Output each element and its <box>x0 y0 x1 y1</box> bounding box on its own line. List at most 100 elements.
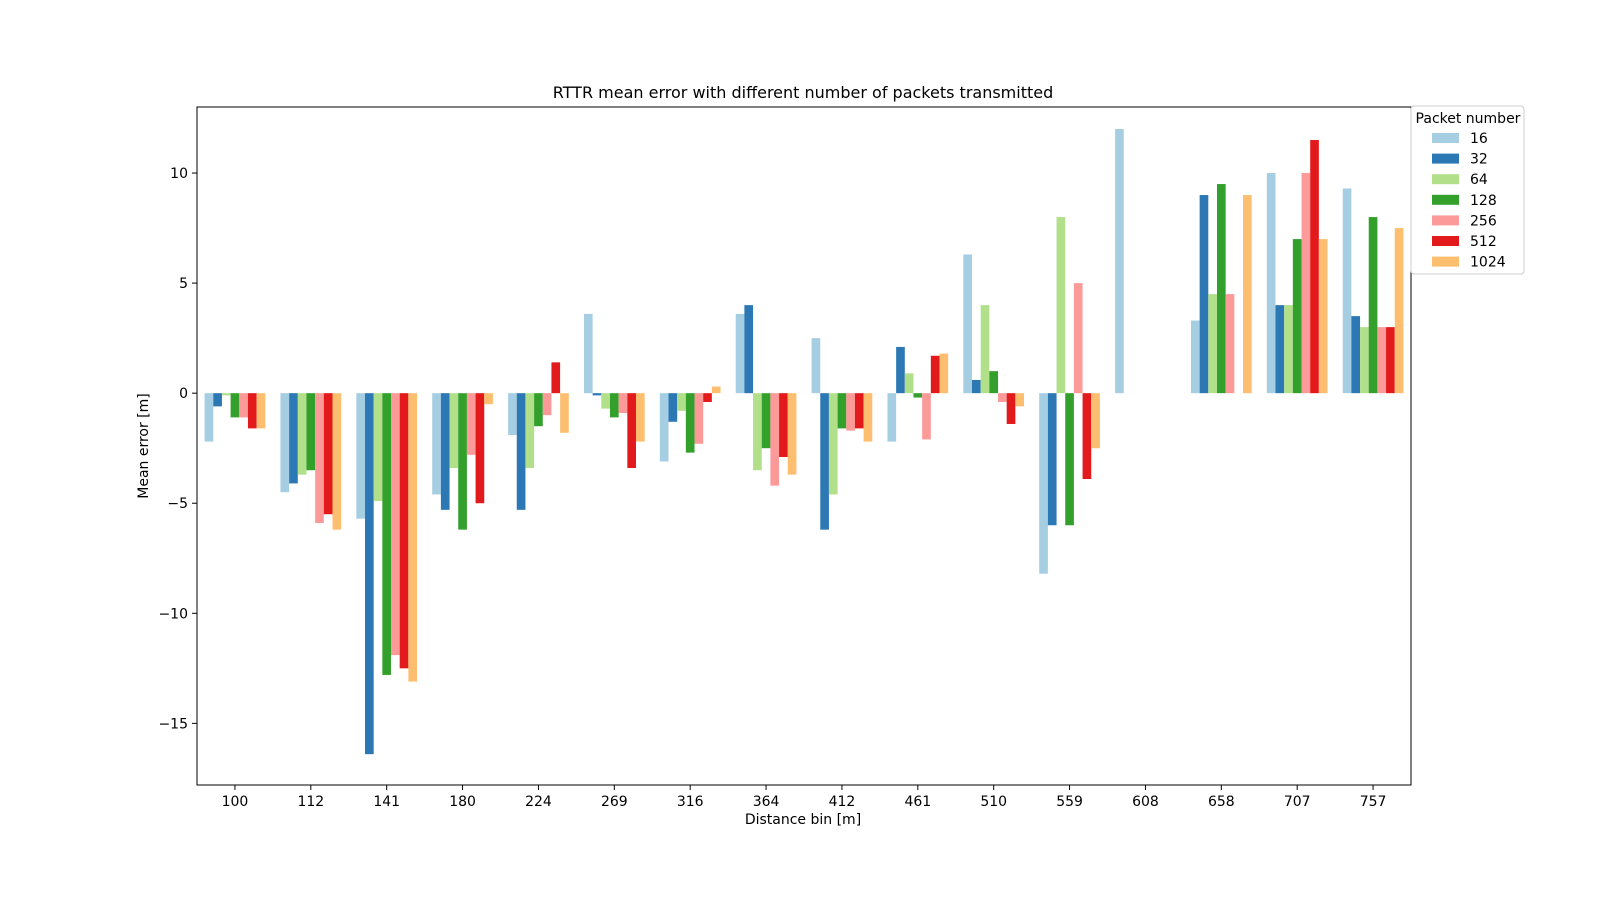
bar-412-128 <box>837 393 847 429</box>
bar-510-256 <box>998 393 1007 402</box>
bar-269-64 <box>601 393 610 409</box>
bar-112-1024 <box>332 393 342 530</box>
x-tick-label: 141 <box>373 794 400 810</box>
bar-141-64 <box>373 393 383 502</box>
bar-707-512 <box>1310 140 1319 394</box>
bar-707-16 <box>1266 173 1276 394</box>
bar-757-16 <box>1342 188 1352 394</box>
bar-412-512 <box>854 393 864 429</box>
y-tick-label: 10 <box>170 166 188 182</box>
legend-label: 1024 <box>1470 255 1506 271</box>
legend-items: 16 32 64 128 256 512 1024 <box>1432 131 1506 271</box>
bar-224-64 <box>525 393 535 469</box>
bar-412-16 <box>811 338 821 394</box>
legend-label: 32 <box>1470 152 1488 168</box>
bars-group <box>204 129 1404 755</box>
bar-224-16 <box>508 393 517 435</box>
bar-180-256 <box>466 393 476 455</box>
y-tick-label: 0 <box>179 386 188 402</box>
bar-461-256 <box>922 393 931 440</box>
bar-100-32 <box>213 393 222 407</box>
bar-224-32 <box>516 393 526 510</box>
bar-100-64 <box>221 393 231 396</box>
bar-100-1024 <box>256 393 266 429</box>
legend: Packet number 16 32 64 128 256 512 1024 <box>1410 105 1525 275</box>
legend-swatch <box>1432 215 1459 226</box>
bar-461-16 <box>887 393 897 442</box>
bar-658-256 <box>1225 294 1235 394</box>
y-tick-label: 5 <box>179 276 188 292</box>
bar-316-128 <box>685 393 695 453</box>
bar-316-32 <box>668 393 678 422</box>
bar-510-16 <box>963 254 973 394</box>
y-tick-label: −15 <box>158 716 188 732</box>
legend-label: 256 <box>1470 213 1497 229</box>
legend-label: 64 <box>1470 172 1488 188</box>
bar-141-256 <box>391 393 400 656</box>
bar-141-16 <box>356 393 366 519</box>
bar-141-1024 <box>408 393 418 682</box>
x-tick-label: 510 <box>980 794 1007 810</box>
bar-112-256 <box>315 393 324 524</box>
x-tick-label: 180 <box>449 794 476 810</box>
bar-112-64 <box>297 393 307 475</box>
legend-frame <box>1410 105 1525 275</box>
bar-510-512 <box>1006 393 1016 424</box>
bar-559-512 <box>1082 393 1092 480</box>
x-tick-label: 112 <box>297 794 324 810</box>
bar-269-128 <box>609 393 619 418</box>
bar-364-256 <box>770 393 780 486</box>
bar-510-128 <box>989 371 999 394</box>
bar-461-32 <box>896 346 905 394</box>
y-axis-ticks: −15 −10 −5 0 5 10 <box>158 166 197 732</box>
x-tick-label: 757 <box>1360 794 1387 810</box>
bar-100-256 <box>239 393 248 418</box>
chart-title: RTTR mean error with different number of… <box>553 83 1054 102</box>
bar-112-16 <box>280 393 290 493</box>
bar-658-16 <box>1190 320 1200 394</box>
bar-269-512 <box>627 393 636 469</box>
bar-112-128 <box>306 393 316 471</box>
bar-100-128 <box>230 393 240 418</box>
legend-swatch <box>1432 256 1459 267</box>
bar-707-256 <box>1301 173 1311 394</box>
bar-224-256 <box>542 393 552 416</box>
legend-label: 128 <box>1470 193 1497 209</box>
legend-swatch <box>1432 236 1459 246</box>
bar-658-128 <box>1216 184 1226 394</box>
bar-757-128 <box>1368 217 1378 394</box>
y-tick-label: −5 <box>167 496 188 512</box>
x-tick-label: 658 <box>1208 794 1235 810</box>
bar-364-1024 <box>787 393 797 475</box>
bar-757-512 <box>1386 327 1395 394</box>
x-tick-label: 707 <box>1284 794 1311 810</box>
bar-510-64 <box>980 305 990 394</box>
y-tick-label: −10 <box>158 606 188 622</box>
bar-112-32 <box>289 393 298 484</box>
y-axis-label: Mean error [m] <box>136 393 152 499</box>
bar-269-16 <box>583 313 593 394</box>
bar-412-256 <box>846 393 855 431</box>
bar-559-256 <box>1073 283 1083 394</box>
bar-269-1024 <box>635 393 645 442</box>
x-axis-label: Distance bin [m] <box>745 812 861 828</box>
legend-label: 16 <box>1470 131 1488 147</box>
bar-180-128 <box>458 393 467 530</box>
x-tick-label: 364 <box>753 794 780 810</box>
x-tick-label: 412 <box>829 794 856 810</box>
bar-412-1024 <box>863 393 873 442</box>
bar-707-64 <box>1284 305 1293 394</box>
bar-141-128 <box>382 393 392 675</box>
legend-swatch <box>1432 133 1459 143</box>
bar-364-512 <box>779 393 788 458</box>
bar-757-256 <box>1377 327 1387 394</box>
x-tick-label: 608 <box>1132 794 1159 810</box>
bar-757-32 <box>1351 316 1361 394</box>
legend-swatch <box>1432 194 1459 205</box>
bar-224-512 <box>551 362 561 394</box>
bar-100-16 <box>204 393 214 442</box>
bar-608-16 <box>1115 129 1124 394</box>
bar-100-512 <box>247 393 257 429</box>
x-tick-label: 559 <box>1056 794 1083 810</box>
